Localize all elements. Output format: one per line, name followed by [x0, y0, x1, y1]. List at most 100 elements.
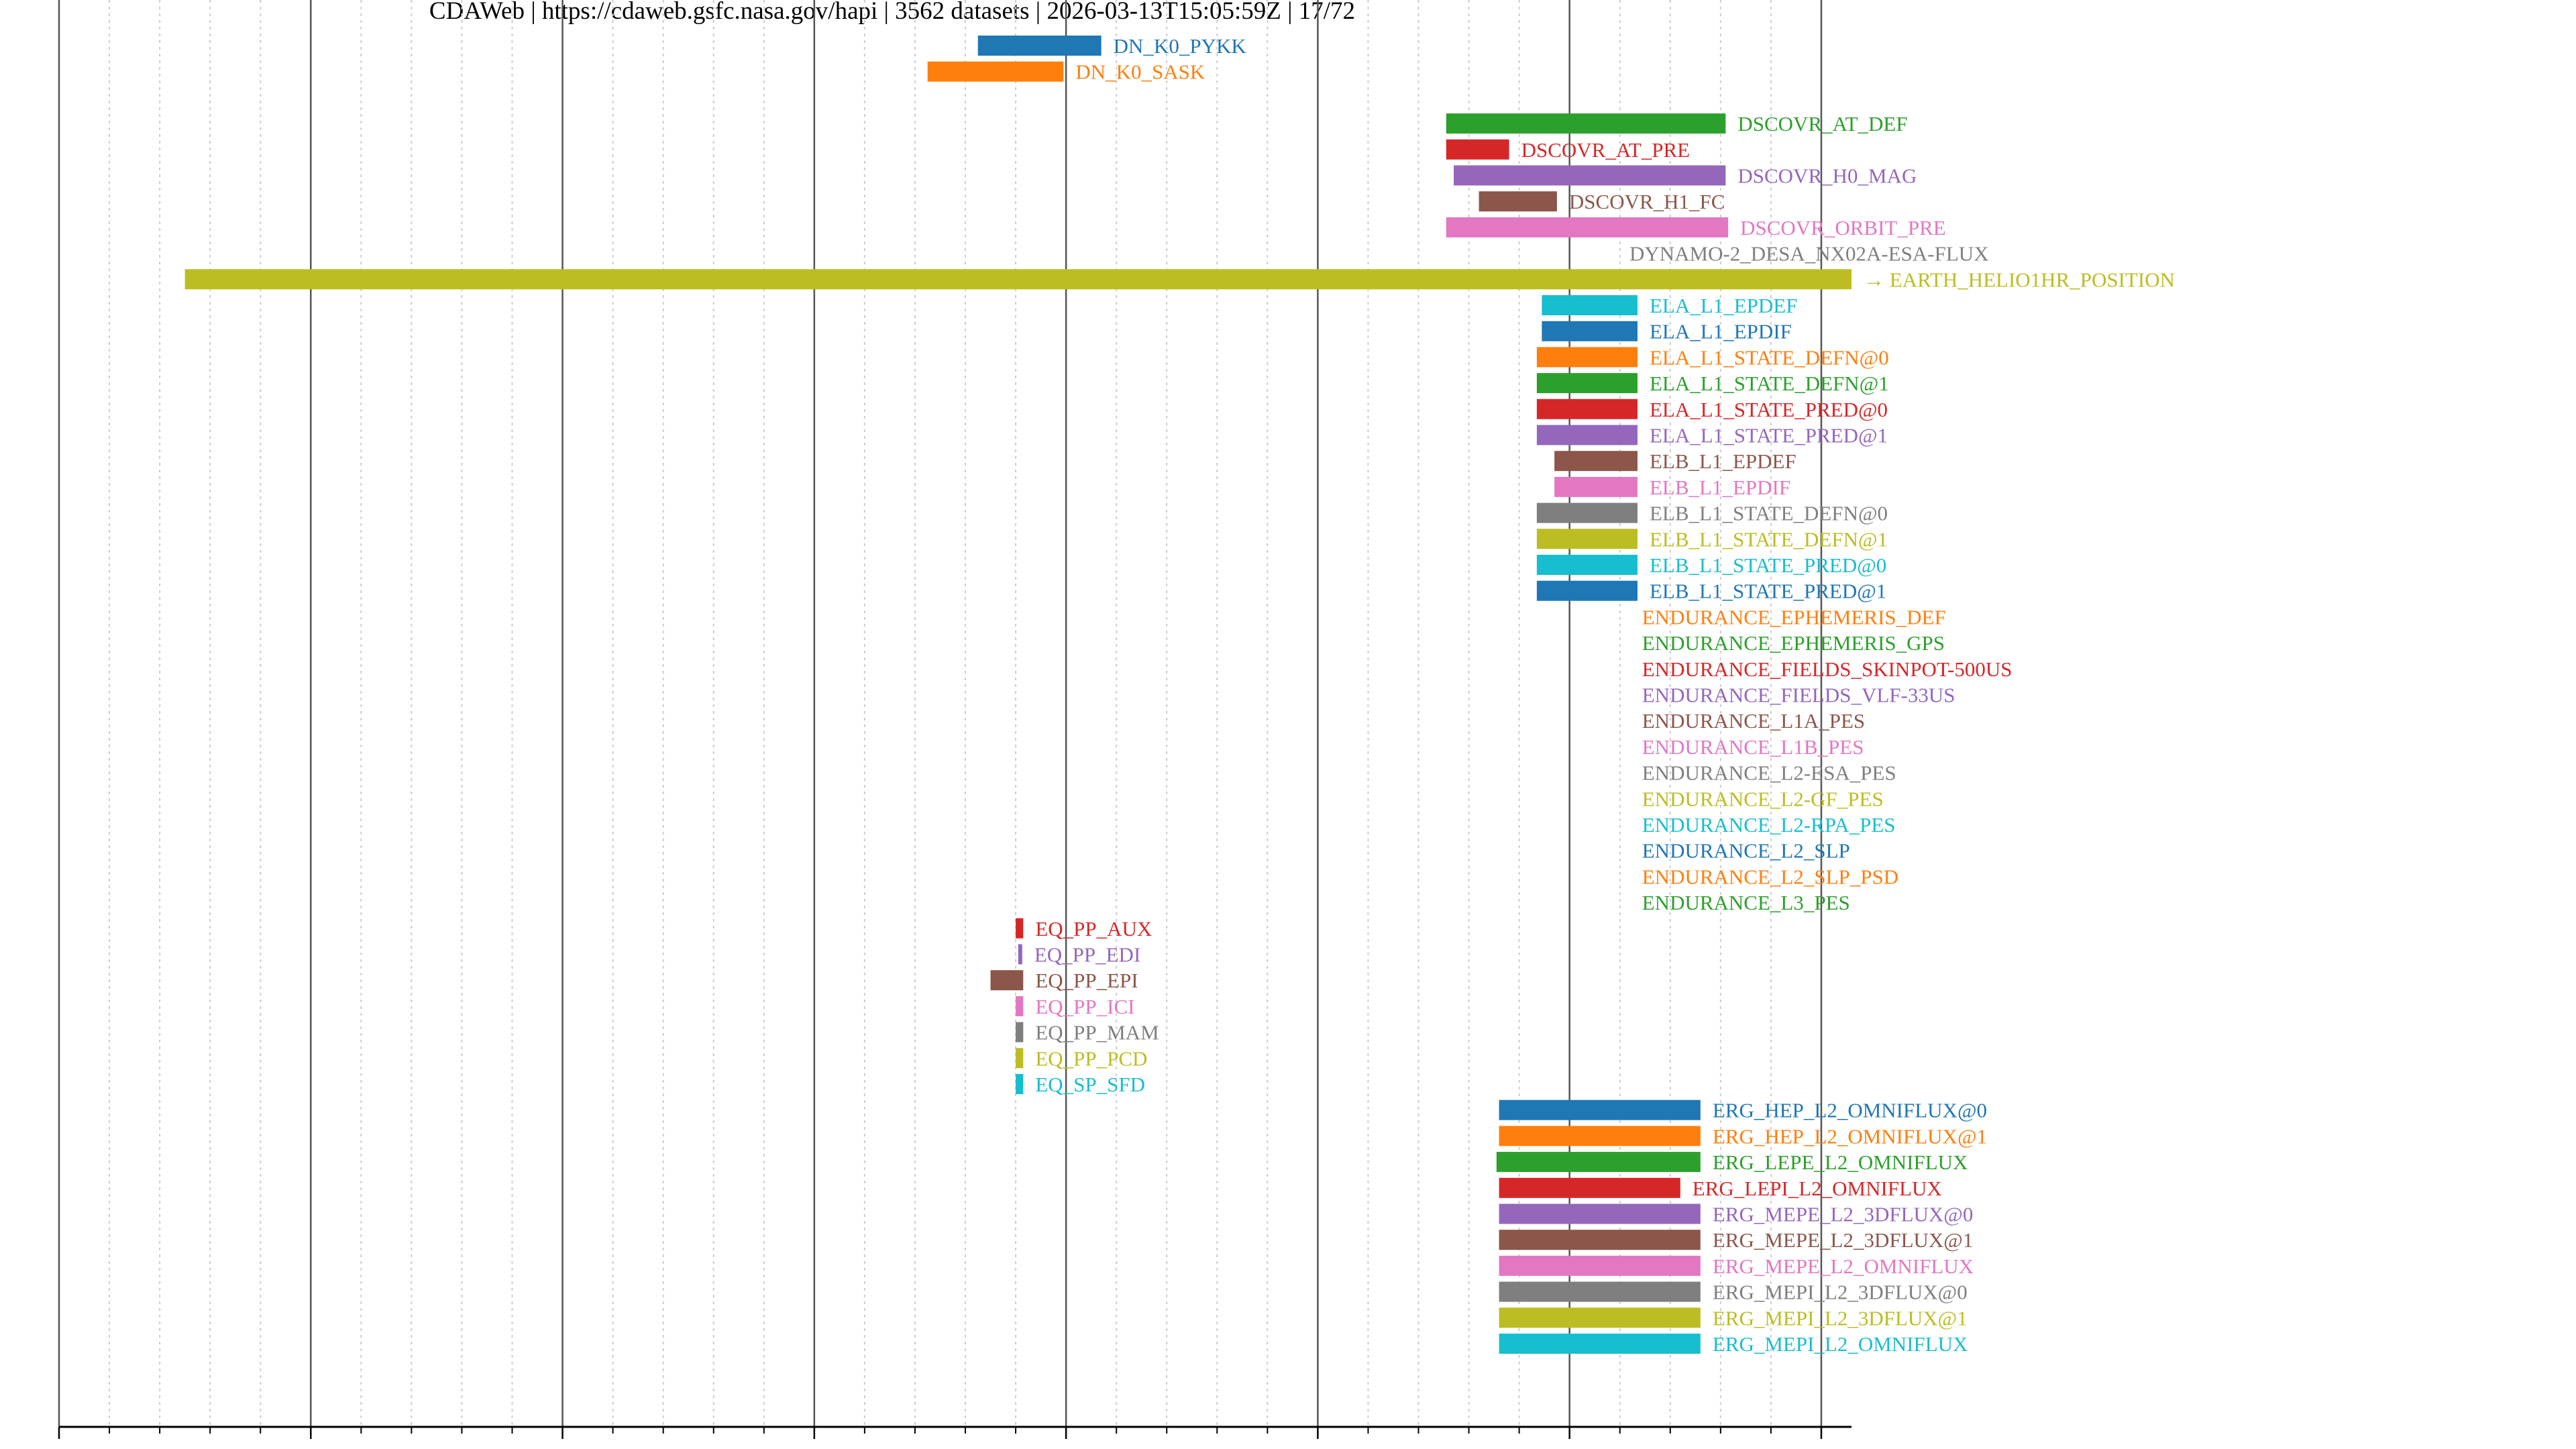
dataset-label: DSCOVR_H0_MAG: [1737, 164, 1917, 188]
dataset-label: EQ_PP_EPI: [1035, 969, 1138, 992]
dataset-label: ELA_L1_STATE_PRED@0: [1650, 398, 1888, 421]
dataset-bar: [1536, 580, 1638, 601]
x-axis: 1960 1970 1980 1990 2000 2010 2020 2030: [34, 1426, 1851, 1449]
dataset-label: ENDURANCE_L2_SLP_PSD: [1642, 865, 1898, 888]
dataset-bar: [1536, 425, 1638, 445]
dataset-label: EQ_PP_PCD: [1035, 1046, 1147, 1070]
dataset-label: ELB_L1_EPDEF: [1650, 449, 1796, 473]
dataset-bar: [1016, 918, 1024, 938]
x-tick-label: 1960: [34, 1444, 84, 1449]
dataset-label: ENDURANCE_L1A_PES: [1642, 709, 1865, 733]
dataset-bar: [1554, 476, 1638, 497]
dataset-label: EQ_PP_AUX: [1035, 917, 1152, 941]
dataset-label: ERG_MEPI_L2_3DFLUX@1: [1713, 1306, 1968, 1330]
dataset-label: DSCOVR_AT_PRE: [1521, 138, 1690, 162]
dataset-bar: [1536, 555, 1638, 575]
dataset-label: DN_K0_SASK: [1075, 60, 1205, 84]
dataset-label: ELA_L1_EPDEF: [1650, 294, 1797, 317]
dataset-label: DSCOVR_AT_DEF: [1737, 112, 1907, 136]
dataset-bar: [1499, 1255, 1701, 1276]
dataset-label: DYNAMO-2_DESA_NX02A-ESA-FLUX: [1629, 242, 1989, 266]
dataset-bar: [1496, 1152, 1701, 1173]
x-tick-label: 2030: [1796, 1444, 1846, 1449]
dataset-bar: [977, 36, 1102, 56]
dataset-label: ELB_L1_STATE_DEFN@1: [1650, 527, 1888, 551]
dataset-bar: [1016, 1074, 1024, 1094]
dataset-label: ENDURANCE_FIELDS_SKINPOT-500US: [1642, 657, 2012, 681]
dataset-bar: [1454, 165, 1726, 186]
dataset-bar: [927, 61, 1064, 82]
dataset-label: ERG_MEPI_L2_3DFLUX@0: [1713, 1281, 1968, 1304]
dataset-bar: [1536, 373, 1638, 394]
dataset-label: ENDURANCE_L1B_PES: [1642, 735, 1864, 759]
dataset-bar: [1499, 1334, 1701, 1354]
dataset-bar: [990, 970, 1024, 991]
dataset-bar: [1479, 191, 1557, 212]
dataset-bar: [1446, 139, 1509, 160]
dataset-label: ERG_MEPE_L2_3DFLUX@1: [1713, 1228, 1974, 1252]
dataset-bar: [1499, 1307, 1701, 1328]
dataset-bar: [1016, 996, 1024, 1016]
dataset-label: DSCOVR_ORBIT_PRE: [1740, 216, 1946, 239]
dataset-bar: [1536, 529, 1638, 549]
dataset-label: ENDURANCE_FIELDS_VLF-33US: [1642, 684, 1955, 707]
dataset-bar: [1446, 113, 1726, 134]
x-tick-label: 1990: [790, 1444, 839, 1449]
dataset-label: EQ_SP_SFD: [1035, 1073, 1145, 1096]
dataset-label: ELB_L1_STATE_DEFN@0: [1650, 502, 1888, 525]
dataset-label: ENDURANCE_L2-ESA_PES: [1642, 761, 1896, 785]
dataset-label: ELA_L1_STATE_PRED@1: [1650, 424, 1888, 447]
dataset-label: ELA_L1_EPDIF: [1650, 320, 1792, 343]
dataset-bar: [1018, 944, 1022, 965]
dataset-label: ENDURANCE_EPHEMERIS_GPS: [1642, 631, 1945, 655]
dataset-label: ELA_L1_STATE_DEFN@0: [1650, 345, 1889, 369]
dataset-bar: [1499, 1177, 1680, 1198]
dataset-bars: [184, 36, 1852, 1354]
dataset-label: ELA_L1_STATE_DEFN@1: [1650, 372, 1889, 395]
dataset-label: ENDURANCE_L2-GF_PES: [1642, 787, 1884, 810]
dataset-bar: [1542, 295, 1638, 315]
dataset-bar: [1499, 1126, 1701, 1146]
dataset-label: ENDURANCE_L3_PES: [1642, 891, 1850, 914]
dataset-label: ENDURANCE_L2_SLP: [1642, 839, 1850, 863]
x-tick-label: 1970: [286, 1444, 335, 1449]
dataset-bar: [1499, 1099, 1701, 1120]
dataset-label: EQ_PP_ICI: [1035, 995, 1134, 1018]
x-tick-label: 2000: [1041, 1444, 1091, 1449]
dataset-label: ERG_MEPE_L2_OMNIFLUX: [1713, 1254, 1974, 1278]
dataset-label: EQ_PP_MAM: [1035, 1021, 1159, 1044]
dataset-label: ERG_LEPI_L2_OMNIFLUX: [1693, 1177, 1942, 1200]
dataset-bar: [1446, 217, 1729, 237]
dataset-label: ELB_L1_STATE_PRED@0: [1650, 553, 1886, 577]
x-tick-label: 1980: [538, 1444, 588, 1449]
dataset-label: DN_K0_PYKK: [1114, 34, 1247, 58]
dataset-bar: [1499, 1281, 1701, 1302]
dataset-label: ELB_L1_STATE_PRED@1: [1650, 580, 1886, 603]
dataset-label: → EARTH_HELIO1HR_POSITION: [1864, 268, 2175, 291]
dataset-label: ERG_HEP_L2_OMNIFLUX@0: [1713, 1099, 1987, 1122]
dataset-label: ERG_HEP_L2_OMNIFLUX@1: [1713, 1124, 1987, 1148]
dataset-label: ERG_LEPE_L2_OMNIFLUX: [1713, 1150, 1968, 1174]
dataset-label: ELB_L1_EPDIF: [1650, 476, 1790, 499]
chart-title: CDAWeb | https://cdaweb.gsfc.nasa.gov/ha…: [429, 0, 1355, 25]
grid-lines: [58, 0, 1823, 1427]
dataset-bar: [1536, 502, 1638, 523]
dataset-bar: [1499, 1230, 1701, 1250]
x-tick-label: 2020: [1545, 1444, 1595, 1449]
dataset-bar: [1536, 347, 1638, 368]
x-tick-label: 2010: [1293, 1444, 1342, 1449]
dataset-label: ERG_MEPE_L2_3DFLUX@0: [1713, 1203, 1974, 1226]
dataset-bar: [1542, 321, 1638, 341]
dataset-bar: [1016, 1022, 1024, 1042]
dataset-bar: [1499, 1203, 1701, 1224]
dataset-label: ERG_MEPI_L2_OMNIFLUX: [1713, 1332, 1968, 1356]
dataset-bar: [1554, 451, 1638, 472]
dataset-bar: [1536, 398, 1638, 419]
dataset-bar: [1016, 1048, 1024, 1069]
dataset-label: EQ_PP_EDI: [1034, 943, 1140, 967]
dataset-label: ENDURANCE_EPHEMERIS_DEF: [1642, 605, 1946, 629]
dataset-label: DSCOVR_H1_FC: [1569, 190, 1725, 213]
